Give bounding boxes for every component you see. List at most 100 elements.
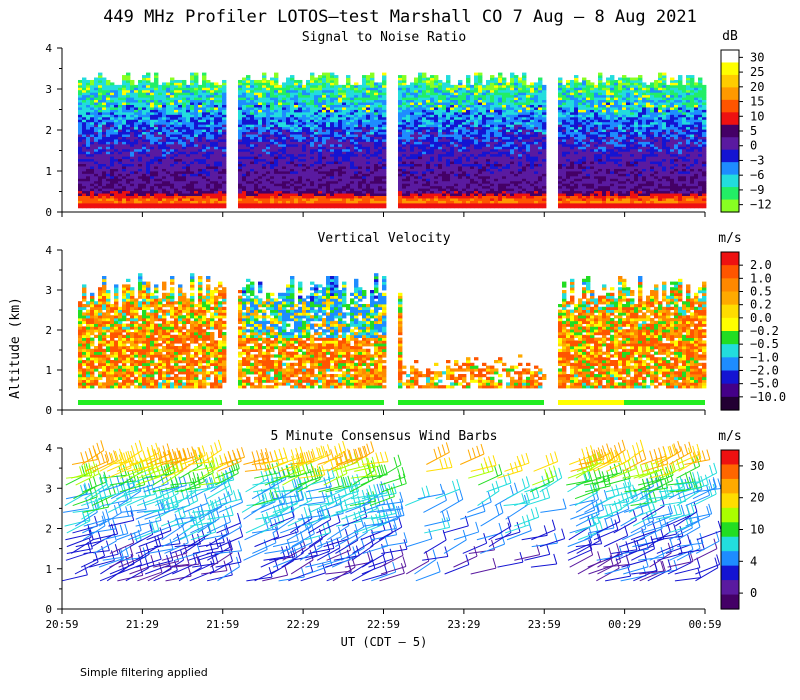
snr-cell bbox=[118, 141, 123, 145]
snr-cell bbox=[430, 146, 435, 150]
snr-cell bbox=[346, 195, 351, 199]
snr-cell bbox=[266, 146, 271, 150]
snr-cell bbox=[322, 84, 327, 88]
snr-cell bbox=[186, 193, 191, 196]
snr-cell bbox=[366, 97, 371, 101]
snr-cell bbox=[194, 141, 199, 145]
snr-cell bbox=[238, 109, 243, 113]
snr-cell bbox=[162, 178, 167, 182]
snr-cell bbox=[382, 84, 387, 88]
snr-cell bbox=[290, 141, 295, 145]
snr-cell bbox=[218, 161, 223, 165]
snr-cell bbox=[194, 75, 199, 78]
snr-cell bbox=[158, 104, 163, 108]
snr-cell bbox=[330, 119, 335, 123]
snr-cell bbox=[254, 161, 259, 165]
snr-cell bbox=[170, 180, 175, 184]
snr-cell bbox=[130, 163, 135, 167]
snr-cell bbox=[266, 190, 271, 194]
snr-cell bbox=[426, 168, 431, 172]
snr-cell bbox=[294, 121, 299, 125]
snr-cell bbox=[282, 116, 287, 120]
snr-cell bbox=[254, 168, 259, 172]
snr-cell bbox=[222, 99, 227, 103]
snr-cell bbox=[150, 180, 155, 184]
snr-cell bbox=[298, 116, 303, 120]
snr-cell bbox=[410, 141, 415, 145]
snr-cell bbox=[362, 136, 367, 140]
snr-cell bbox=[474, 180, 479, 184]
snr-cell bbox=[354, 141, 359, 145]
snr-cell bbox=[94, 166, 99, 169]
snr-cell bbox=[450, 92, 455, 96]
snr-cell bbox=[218, 139, 223, 142]
snr-cell bbox=[154, 180, 159, 184]
snr-cell bbox=[118, 97, 123, 101]
snr-cell bbox=[266, 195, 271, 199]
snr-cell bbox=[218, 156, 223, 160]
snr-cell bbox=[450, 136, 455, 140]
snr-cell bbox=[362, 109, 367, 113]
snr-cell bbox=[182, 198, 187, 201]
snr-cell bbox=[374, 121, 379, 125]
snr-cell bbox=[314, 180, 319, 184]
snr-cell bbox=[290, 102, 295, 105]
snr-cell bbox=[422, 188, 427, 192]
snr-cell bbox=[266, 188, 271, 192]
snr-cell bbox=[446, 79, 451, 83]
snr-cell bbox=[402, 178, 407, 182]
snr-cell bbox=[146, 163, 151, 167]
snr-cell bbox=[86, 114, 91, 118]
snr-cell bbox=[282, 180, 287, 184]
snr-cell bbox=[318, 139, 323, 142]
snr-cell bbox=[214, 134, 219, 137]
snr-cell bbox=[214, 188, 219, 192]
snr-cell bbox=[310, 163, 315, 167]
snr-cell bbox=[370, 119, 375, 123]
snr-cell bbox=[262, 148, 267, 152]
snr-cell bbox=[322, 131, 327, 135]
snr-cell bbox=[290, 109, 295, 113]
snr-cell bbox=[354, 102, 359, 105]
snr-cell bbox=[174, 102, 179, 105]
snr-cell bbox=[398, 79, 403, 83]
snr-cell bbox=[362, 94, 367, 98]
snr-cell bbox=[422, 114, 427, 118]
snr-cell bbox=[142, 124, 147, 128]
snr-cell bbox=[98, 116, 103, 120]
snr-cell bbox=[150, 188, 155, 192]
snr-cell bbox=[162, 183, 167, 187]
snr-cell bbox=[246, 141, 251, 145]
snr-cell bbox=[198, 188, 203, 192]
snr-cell bbox=[170, 97, 175, 101]
snr-cell bbox=[78, 143, 83, 147]
snr-cell bbox=[246, 94, 251, 98]
snr-cell bbox=[362, 168, 367, 172]
snr-cell bbox=[342, 116, 347, 120]
snr-cell bbox=[326, 134, 331, 137]
snr-cell bbox=[434, 99, 439, 103]
snr-cell bbox=[290, 175, 295, 179]
snr-cell bbox=[470, 188, 475, 192]
snr-cell bbox=[454, 84, 459, 88]
snr-cell bbox=[170, 178, 175, 182]
snr-cell bbox=[466, 84, 471, 88]
snr-cell bbox=[398, 104, 403, 108]
snr-cell bbox=[174, 166, 179, 169]
snr-cell bbox=[206, 109, 211, 113]
snr-cell bbox=[182, 126, 187, 130]
snr-cell bbox=[402, 87, 407, 91]
snr-cell bbox=[362, 129, 367, 133]
snr-cell bbox=[146, 84, 151, 88]
snr-cell bbox=[138, 205, 143, 209]
snr-cell bbox=[310, 131, 315, 135]
snr-cell bbox=[466, 153, 471, 157]
snr-cell bbox=[134, 94, 139, 98]
snr-cell bbox=[282, 163, 287, 167]
snr-cell bbox=[422, 109, 427, 113]
snr-cell bbox=[138, 141, 143, 145]
snr-cell bbox=[134, 180, 139, 184]
snr-cell bbox=[434, 136, 439, 140]
snr-cell bbox=[118, 126, 123, 130]
snr-cell bbox=[186, 92, 191, 96]
